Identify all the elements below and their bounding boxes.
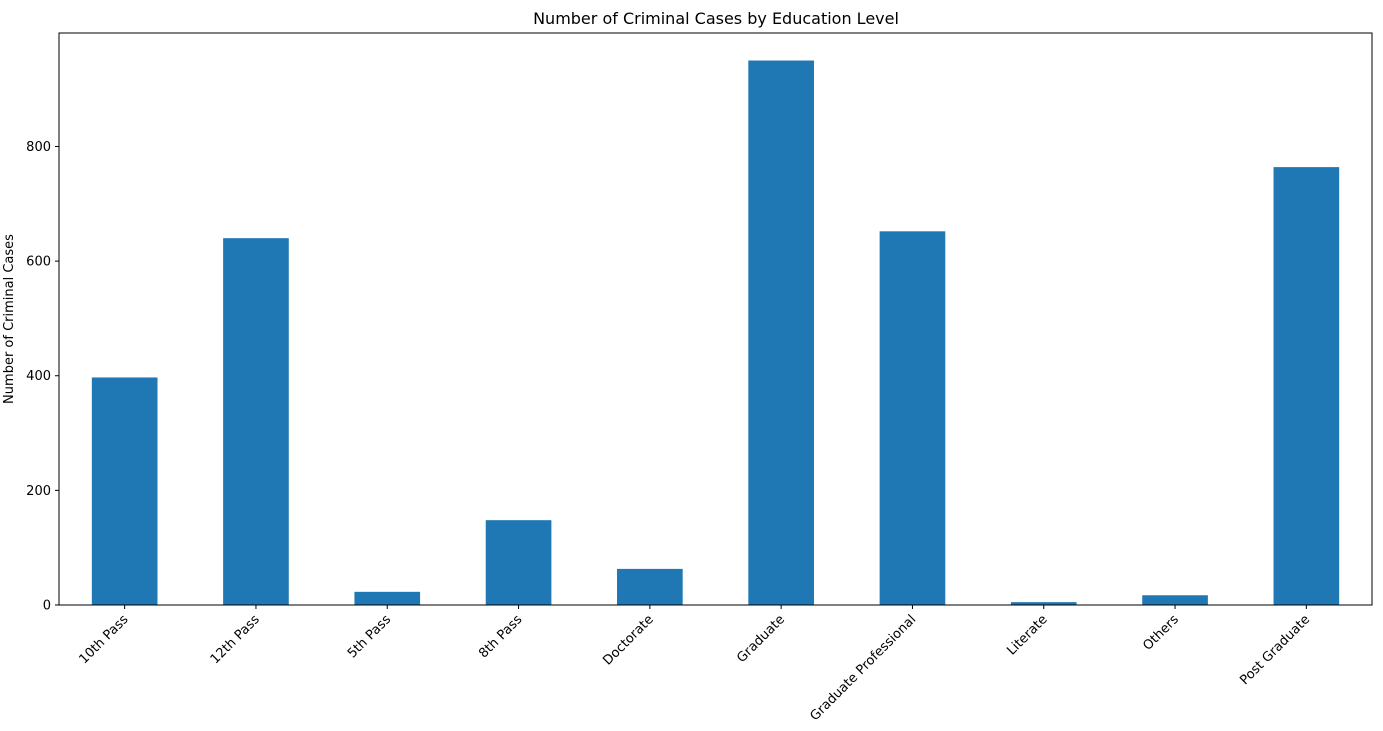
x-tick-label: Post Graduate: [1237, 612, 1313, 688]
x-tick-label: 8th Pass: [476, 612, 525, 661]
plot-area-frame: [58, 32, 1373, 606]
bar: [223, 238, 289, 605]
y-tick-label: 400: [26, 369, 51, 384]
bar: [1010, 602, 1077, 605]
x-tick-label: Graduate: [734, 612, 788, 666]
y-tick-label: 800: [26, 140, 51, 155]
x-tick-label: 5th Pass: [345, 612, 394, 661]
bar: [1142, 595, 1208, 605]
x-tick-label: Others: [1140, 612, 1182, 654]
x-tick-label: Graduate Professional: [807, 612, 919, 724]
bar: [354, 591, 421, 605]
y-axis-ticks: 0 200 400 600 800: [26, 140, 59, 614]
bar: [879, 231, 946, 605]
x-tick-label: 12th Pass: [208, 612, 263, 667]
bar: [1273, 167, 1340, 605]
bar: [617, 568, 683, 605]
bar: [91, 377, 158, 605]
x-axis-ticks: 10th Pass 12th Pass 5th Pass 8th Pass Doctor…: [76, 605, 1313, 724]
bar: [748, 60, 814, 605]
bar-group: [91, 60, 1340, 605]
x-tick-label: Doctorate: [600, 612, 656, 668]
chart-title: Number of Criminal Cases by Education Le…: [533, 9, 899, 28]
y-tick-label: 600: [26, 255, 51, 270]
y-tick-label: 200: [26, 484, 51, 499]
y-tick-label: 0: [43, 599, 51, 614]
y-axis-label: Number of Criminal Cases: [2, 234, 17, 404]
x-tick-label: Literate: [1004, 612, 1050, 658]
bar: [485, 520, 552, 605]
x-tick-label: 10th Pass: [76, 612, 131, 667]
